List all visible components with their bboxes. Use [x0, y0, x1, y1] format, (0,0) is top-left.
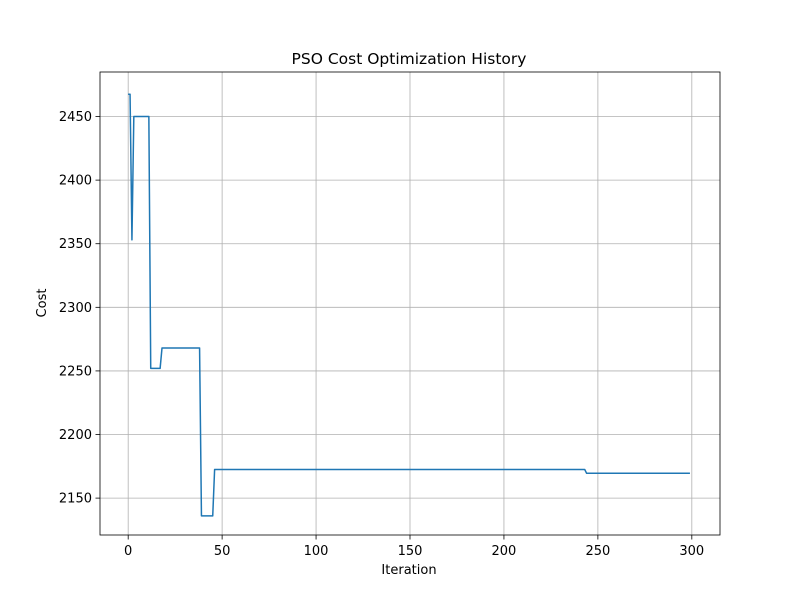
y-tick-label: 2450 [59, 110, 92, 125]
x-tick-label: 300 [679, 544, 704, 559]
x-tick-label: 50 [214, 544, 231, 559]
x-tick-label: 250 [585, 544, 610, 559]
y-tick-label: 2150 [59, 492, 92, 507]
y-tick-label: 2400 [59, 174, 92, 189]
y-tick-label: 2300 [59, 301, 92, 316]
y-axis-label: Cost [35, 289, 50, 318]
x-tick-label: 150 [398, 544, 423, 559]
x-tick-label: 100 [304, 544, 329, 559]
y-axis-ticks: 2150 2200 2250 2300 2350 2400 2450 [59, 110, 100, 507]
x-axis-label: Iteration [381, 563, 436, 578]
x-tick-label: 0 [124, 544, 132, 559]
y-tick-label: 2350 [59, 237, 92, 252]
cost-series-line [128, 93, 690, 517]
y-tick-label: 2200 [59, 428, 92, 443]
chart-title: PSO Cost Optimization History [292, 50, 527, 68]
y-tick-label: 2250 [59, 364, 92, 379]
x-axis-ticks: 0 50 100 150 200 250 300 [124, 535, 704, 559]
series-layer [128, 93, 690, 517]
x-tick-label: 200 [492, 544, 517, 559]
grid [100, 72, 720, 535]
